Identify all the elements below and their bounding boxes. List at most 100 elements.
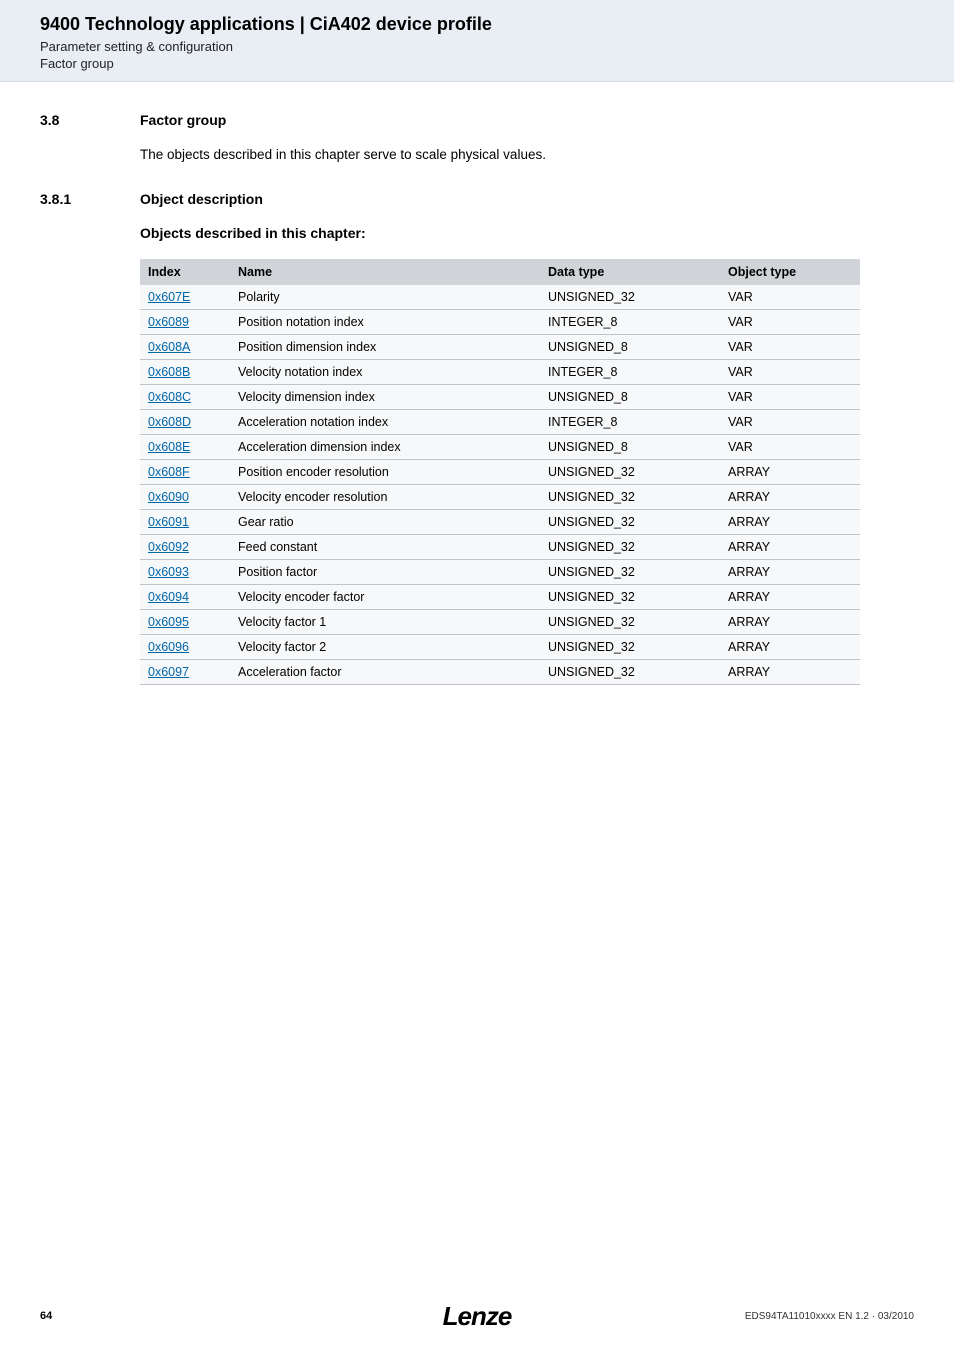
table-row: 0x6096 Velocity factor 2UNSIGNED_32ARRAY [140,634,860,659]
cell-index: 0x608A [140,334,230,359]
cell-name: Position notation index [230,309,540,334]
page-footer: 64 Lenze EDS94TA11010xxxx EN 1.2 · 03/20… [40,1310,914,1322]
cell-index: 0x607E [140,285,230,310]
cell-name: Acceleration dimension index [230,434,540,459]
cell-index: 0x608E [140,434,230,459]
cell-name: Velocity dimension index [230,384,540,409]
cell-index: 0x6091 [140,509,230,534]
page-content: 3.8 Factor group The objects described i… [0,82,954,685]
index-link[interactable]: 0x6090 [148,490,189,504]
objects-table: Index Name Data type Object type 0x607E P… [140,259,860,685]
section-title: Object description [140,191,263,207]
cell-name: Position dimension index [230,334,540,359]
table-row: 0x6090Velocity encoder resolutionUNSIGNE… [140,484,860,509]
page-header: 9400 Technology applications | CiA402 de… [0,0,954,82]
cell-object-type: ARRAY [720,484,860,509]
section-title: Factor group [140,112,226,128]
table-row: 0x6093 Position factorUNSIGNED_32ARRAY [140,559,860,584]
index-link[interactable]: 0x6089 [148,315,189,329]
cell-name: Acceleration factor [230,659,540,684]
table-row: 0x608A Position dimension indexUNSIGNED_8… [140,334,860,359]
cell-data-type: INTEGER_8 [540,409,720,434]
table-row: 0x608F Position encoder resolutionUNSIGNE… [140,459,860,484]
cell-index: 0x6089 [140,309,230,334]
cell-name: Position encoder resolution [230,459,540,484]
cell-index: 0x6090 [140,484,230,509]
cell-index: 0x608D [140,409,230,434]
cell-index: 0x6096 [140,634,230,659]
table-row: 0x607E PolarityUNSIGNED_32VAR [140,285,860,310]
cell-name: Velocity encoder factor [230,584,540,609]
cell-object-type: VAR [720,409,860,434]
col-header-data-type: Data type [540,259,720,285]
index-link[interactable]: 0x608B [148,365,190,379]
cell-data-type: UNSIGNED_32 [540,559,720,584]
index-link[interactable]: 0x6092 [148,540,189,554]
cell-object-type: ARRAY [720,459,860,484]
header-title: 9400 Technology applications | CiA402 de… [40,14,914,35]
col-header-name: Name [230,259,540,285]
cell-object-type: ARRAY [720,559,860,584]
cell-index: 0x6095 [140,609,230,634]
cell-object-type: ARRAY [720,634,860,659]
section-number: 3.8.1 [40,191,140,207]
header-subtitle-2: Factor group [40,56,914,71]
cell-object-type: VAR [720,285,860,310]
objects-described-heading: Objects described in this chapter: [140,225,914,241]
index-link[interactable]: 0x6096 [148,640,189,654]
cell-object-type: VAR [720,384,860,409]
index-link[interactable]: 0x608D [148,415,191,429]
table-row: 0x6089Position notation indexINTEGER_8VA… [140,309,860,334]
cell-object-type: ARRAY [720,509,860,534]
cell-name: Feed constant [230,534,540,559]
cell-object-type: VAR [720,309,860,334]
section-3-8-heading: 3.8 Factor group [40,112,914,128]
cell-data-type: UNSIGNED_8 [540,334,720,359]
cell-data-type: UNSIGNED_32 [540,285,720,310]
cell-data-type: INTEGER_8 [540,359,720,384]
cell-name: Acceleration notation index [230,409,540,434]
cell-name: Polarity [230,285,540,310]
index-link[interactable]: 0x6095 [148,615,189,629]
table-row: 0x6092Feed constantUNSIGNED_32ARRAY [140,534,860,559]
cell-data-type: UNSIGNED_32 [540,484,720,509]
table-row: 0x608EAcceleration dimension indexUNSIGN… [140,434,860,459]
cell-object-type: ARRAY [720,584,860,609]
cell-object-type: VAR [720,334,860,359]
cell-index: 0x608B [140,359,230,384]
index-link[interactable]: 0x6091 [148,515,189,529]
lenze-logo: Lenze [443,1301,512,1332]
cell-index: 0x6093 [140,559,230,584]
index-link[interactable]: 0x608E [148,440,190,454]
cell-name: Position factor [230,559,540,584]
cell-index: 0x6094 [140,584,230,609]
table-row: 0x6094 Velocity encoder factorUNSIGNED_32… [140,584,860,609]
col-header-index: Index [140,259,230,285]
cell-data-type: UNSIGNED_32 [540,509,720,534]
section-number: 3.8 [40,112,140,128]
cell-index: 0x6092 [140,534,230,559]
index-link[interactable]: 0x608F [148,465,190,479]
cell-data-type: UNSIGNED_8 [540,384,720,409]
cell-data-type: UNSIGNED_32 [540,634,720,659]
index-link[interactable]: 0x6093 [148,565,189,579]
cell-index: 0x608C [140,384,230,409]
section-3-8-body: The objects described in this chapter se… [140,146,914,165]
cell-object-type: ARRAY [720,534,860,559]
cell-object-type: ARRAY [720,609,860,634]
index-link[interactable]: 0x6097 [148,665,189,679]
col-header-object-type: Object type [720,259,860,285]
index-link[interactable]: 0x607E [148,290,190,304]
cell-object-type: VAR [720,434,860,459]
index-link[interactable]: 0x608C [148,390,191,404]
cell-object-type: VAR [720,359,860,384]
index-link[interactable]: 0x6094 [148,590,189,604]
table-row: 0x608D Acceleration notation indexINTEGER… [140,409,860,434]
table-row: 0x6091Gear ratioUNSIGNED_32ARRAY [140,509,860,534]
cell-data-type: UNSIGNED_32 [540,584,720,609]
cell-name: Velocity factor 2 [230,634,540,659]
index-link[interactable]: 0x608A [148,340,190,354]
cell-data-type: UNSIGNED_32 [540,459,720,484]
cell-name: Velocity factor 1 [230,609,540,634]
table-row: 0x608BVelocity notation indexINTEGER_8VA… [140,359,860,384]
